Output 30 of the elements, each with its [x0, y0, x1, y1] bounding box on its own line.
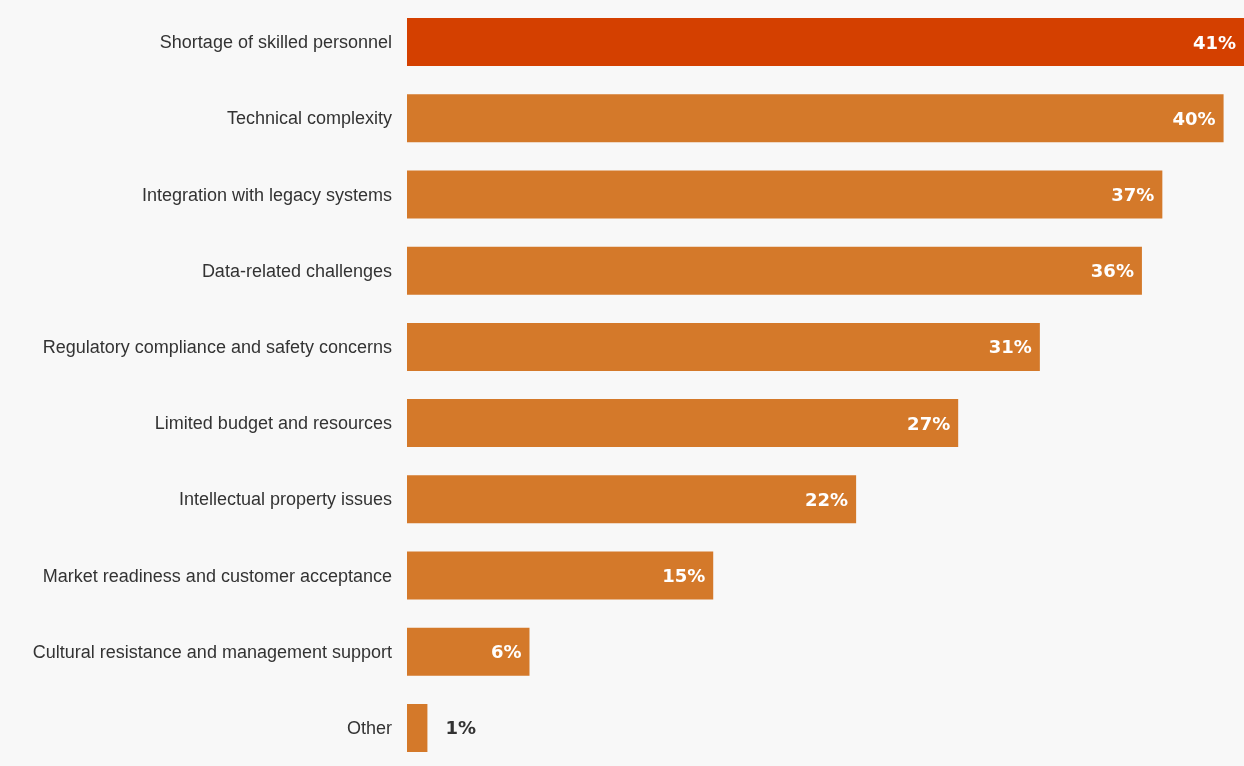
y-tick-label: Other	[346, 717, 392, 738]
data-label: 37%	[1111, 184, 1155, 205]
data-label: 41%	[1192, 31, 1236, 53]
y-tick-label: Data-related challenges	[201, 260, 392, 281]
bar	[407, 399, 959, 448]
data-label: 22%	[805, 488, 849, 510]
y-tick-label: Regulatory compliance and safety concerns	[42, 336, 392, 357]
data-label: 15%	[662, 565, 706, 586]
data-label: 6%	[490, 641, 522, 663]
bar	[407, 18, 1244, 67]
y-tick-label: Integration with legacy systems	[141, 184, 392, 205]
bar	[407, 246, 1142, 295]
data-label: 40%	[1172, 107, 1216, 129]
bar	[407, 94, 1224, 143]
y-tick-label: Technical complexity	[226, 108, 392, 129]
data-label: 31%	[988, 336, 1032, 358]
y-tick-label: Market readiness and customer acceptance	[42, 565, 392, 586]
bar	[407, 170, 1163, 219]
data-label: 1%	[445, 717, 476, 739]
data-label: 36%	[1090, 260, 1134, 282]
bar	[407, 551, 714, 600]
y-tick-label: Limited budget and resources	[154, 413, 392, 434]
y-tick-label: Shortage of skilled personnel	[159, 32, 392, 53]
y-tick-label: Intellectual property issues	[178, 489, 392, 510]
bar	[407, 322, 1040, 371]
bar	[407, 627, 530, 676]
data-label: 27%	[907, 412, 951, 434]
y-tick-label: Cultural resistance and management support	[32, 641, 392, 662]
bar	[407, 475, 857, 524]
bar	[407, 703, 428, 752]
